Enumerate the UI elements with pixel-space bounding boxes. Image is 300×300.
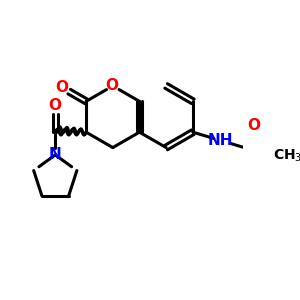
Text: O: O bbox=[48, 98, 61, 113]
Text: CH$_3$: CH$_3$ bbox=[273, 147, 300, 164]
Text: NH: NH bbox=[208, 133, 234, 148]
Text: N: N bbox=[49, 147, 62, 162]
Text: O: O bbox=[248, 118, 261, 133]
Text: O: O bbox=[106, 78, 118, 93]
Text: O: O bbox=[56, 80, 69, 95]
